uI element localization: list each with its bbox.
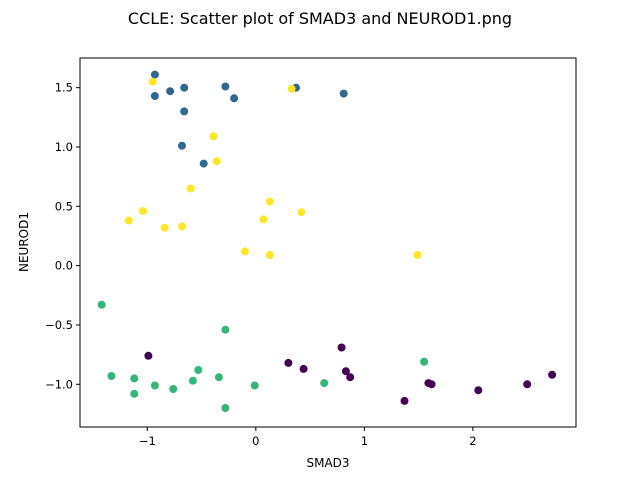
axis-ticks: −1 0 1 2 −1.0 −0.5 0.0 0.5 1.0 1.5 <box>45 81 476 448</box>
data-point <box>214 373 223 382</box>
x-tick-label: 1 <box>361 434 368 448</box>
data-point <box>341 367 350 376</box>
data-point <box>265 197 274 206</box>
data-point <box>299 364 308 373</box>
data-point <box>230 94 239 103</box>
data-point <box>150 92 159 100</box>
data-point <box>209 132 218 141</box>
data-point <box>148 77 157 86</box>
x-tick-label: 0 <box>252 434 259 448</box>
data-point <box>346 373 355 382</box>
y-tick-label: 0.5 <box>55 199 73 213</box>
y-tick-label: 1.0 <box>55 140 73 154</box>
data-point <box>144 351 153 360</box>
data-point <box>250 381 259 390</box>
data-point <box>180 83 189 92</box>
data-point <box>194 366 203 374</box>
data-point <box>150 70 159 79</box>
data-point <box>221 325 230 334</box>
data-point <box>284 358 293 367</box>
data-point <box>178 222 186 231</box>
x-axis-label: SMAD3 <box>306 456 349 470</box>
data-point <box>265 251 274 259</box>
x-tick-label: 2 <box>469 434 476 448</box>
data-point <box>221 82 230 91</box>
data-point <box>548 370 557 379</box>
y-tick-label: 0.0 <box>55 259 73 273</box>
data-point <box>320 379 329 388</box>
data-point <box>221 404 230 412</box>
data-point <box>259 215 268 224</box>
x-tick-label: −1 <box>139 434 156 448</box>
y-axis-label: NEUROD1 <box>17 212 31 272</box>
data-point <box>297 208 306 217</box>
data-point <box>420 357 429 366</box>
data-point <box>130 389 139 398</box>
data-point <box>427 380 436 389</box>
data-point <box>339 89 348 98</box>
y-tick-label: −0.5 <box>45 318 73 332</box>
data-point <box>400 396 409 405</box>
data-point <box>337 343 346 352</box>
data-point <box>107 372 116 380</box>
chart-title: CCLE: Scatter plot of SMAD3 and NEUROD1.… <box>128 9 512 28</box>
data-point <box>124 216 133 225</box>
data-point <box>241 247 249 256</box>
plot-area-frame <box>79 57 577 428</box>
data-point <box>523 380 532 389</box>
y-tick-label: 1.5 <box>55 81 73 95</box>
data-point <box>97 300 106 309</box>
data-point <box>130 374 139 383</box>
data-point <box>474 386 483 395</box>
data-points <box>97 70 557 412</box>
data-point <box>178 141 186 150</box>
data-point <box>150 381 159 390</box>
data-point <box>287 84 296 93</box>
data-point <box>212 157 221 166</box>
data-point <box>180 107 189 116</box>
data-point <box>188 376 197 385</box>
data-point <box>199 159 208 168</box>
y-tick-label: −1.0 <box>45 377 73 391</box>
data-point <box>138 207 147 216</box>
data-point <box>413 251 422 259</box>
data-point <box>169 385 178 393</box>
data-point <box>166 87 175 96</box>
data-point <box>160 223 169 232</box>
data-point <box>186 184 195 193</box>
